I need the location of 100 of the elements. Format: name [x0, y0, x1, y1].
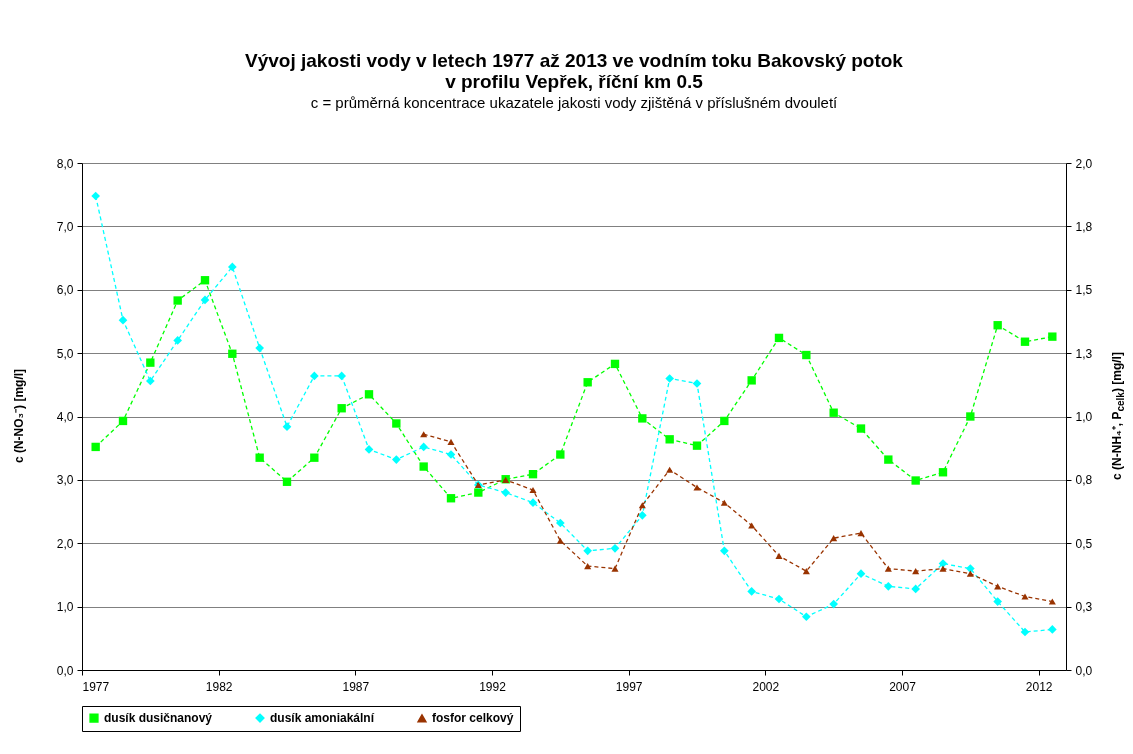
point — [528, 498, 538, 508]
point — [337, 371, 346, 381]
point — [392, 455, 401, 464]
point — [255, 343, 264, 353]
point — [720, 499, 728, 506]
x-tick-label: 1977 — [82, 679, 110, 694]
point — [666, 466, 674, 473]
chart-subtitle: c = průměrná koncentrace ukazatele jakosti vody zjištěná v příslušném dvouletí — [310, 94, 839, 111]
y2-tick-label: 2,0 — [1075, 156, 1093, 171]
point — [638, 511, 647, 520]
point — [912, 568, 920, 575]
point — [364, 390, 374, 399]
point — [911, 476, 920, 485]
point — [501, 488, 510, 497]
y2-tick-label: 1,8 — [1075, 219, 1093, 234]
point — [91, 191, 100, 201]
y-tick-label: 3,0 — [56, 473, 74, 488]
point — [529, 486, 537, 494]
point — [610, 543, 620, 553]
y-tick-label: 8,0 — [56, 156, 74, 171]
point — [939, 565, 947, 572]
point — [802, 568, 810, 575]
point — [118, 315, 128, 325]
point — [830, 535, 838, 542]
point — [474, 488, 483, 497]
point — [528, 469, 538, 479]
point — [884, 582, 893, 591]
x-tick-label: 2012 — [1025, 679, 1053, 694]
point — [1048, 625, 1057, 634]
x-tick-label: 2002 — [752, 679, 780, 694]
point — [118, 416, 128, 426]
point — [1020, 627, 1030, 637]
y-tick-label: 7,0 — [56, 219, 74, 234]
point — [1020, 337, 1030, 346]
y-tick-label: 4,0 — [56, 410, 74, 424]
point — [748, 522, 756, 529]
point — [638, 414, 647, 423]
point — [938, 468, 948, 477]
point — [337, 404, 346, 413]
point — [173, 336, 182, 345]
y-tick-label: 0,0 — [56, 663, 74, 678]
point — [173, 296, 182, 305]
point — [1021, 593, 1029, 600]
point — [610, 359, 620, 369]
point — [584, 563, 592, 570]
point — [200, 276, 210, 285]
point — [993, 597, 1002, 606]
point — [774, 333, 784, 343]
y-tick-label: 6,0 — [56, 283, 74, 298]
point — [583, 546, 592, 556]
point — [856, 424, 866, 433]
point — [884, 455, 893, 464]
point — [747, 587, 756, 596]
point — [310, 371, 319, 381]
point — [1048, 332, 1057, 341]
point — [228, 262, 237, 272]
y2-tick-label: 1,5 — [1075, 283, 1093, 298]
point — [829, 599, 838, 609]
point — [692, 441, 702, 450]
point — [665, 374, 674, 383]
y2-tick-label: 1,0 — [1075, 410, 1093, 424]
point — [1048, 598, 1056, 605]
y-tick-label: 5,0 — [56, 346, 74, 361]
point — [255, 453, 264, 462]
point — [693, 484, 701, 491]
x-tick-label: 1997 — [615, 679, 643, 694]
point — [774, 594, 784, 604]
point — [446, 494, 456, 503]
point — [829, 408, 838, 417]
y-tick-label: 1,0 — [56, 600, 74, 615]
point — [966, 570, 974, 577]
point — [310, 453, 319, 462]
legend-label: fosfor celkový — [432, 711, 514, 726]
point — [228, 349, 237, 358]
x-tick-label: 2007 — [889, 679, 917, 694]
x-tick-label: 1982 — [205, 679, 233, 694]
point — [720, 546, 729, 556]
y-tick-label: 2,0 — [56, 536, 74, 551]
point — [638, 502, 646, 509]
point — [447, 438, 455, 445]
point — [556, 518, 565, 528]
y-axis-title: c (N-NO₃⁻) [mg/l] — [10, 368, 27, 464]
point — [993, 321, 1002, 330]
point — [747, 376, 756, 385]
point — [556, 537, 564, 544]
x-tick-label: 1992 — [479, 679, 507, 694]
point — [802, 612, 811, 622]
legend-label: dusík amoniakální — [270, 711, 375, 726]
point — [282, 477, 292, 486]
x-tick-label: 1987 — [342, 679, 370, 694]
point — [419, 462, 428, 471]
point — [146, 358, 155, 367]
point — [857, 530, 865, 537]
y2-tick-label: 0,8 — [1075, 473, 1093, 488]
point — [556, 450, 565, 459]
point — [419, 442, 428, 452]
point — [720, 416, 729, 426]
y2-tick-label: 0,0 — [1075, 663, 1093, 678]
point — [200, 295, 210, 305]
point — [420, 431, 428, 438]
